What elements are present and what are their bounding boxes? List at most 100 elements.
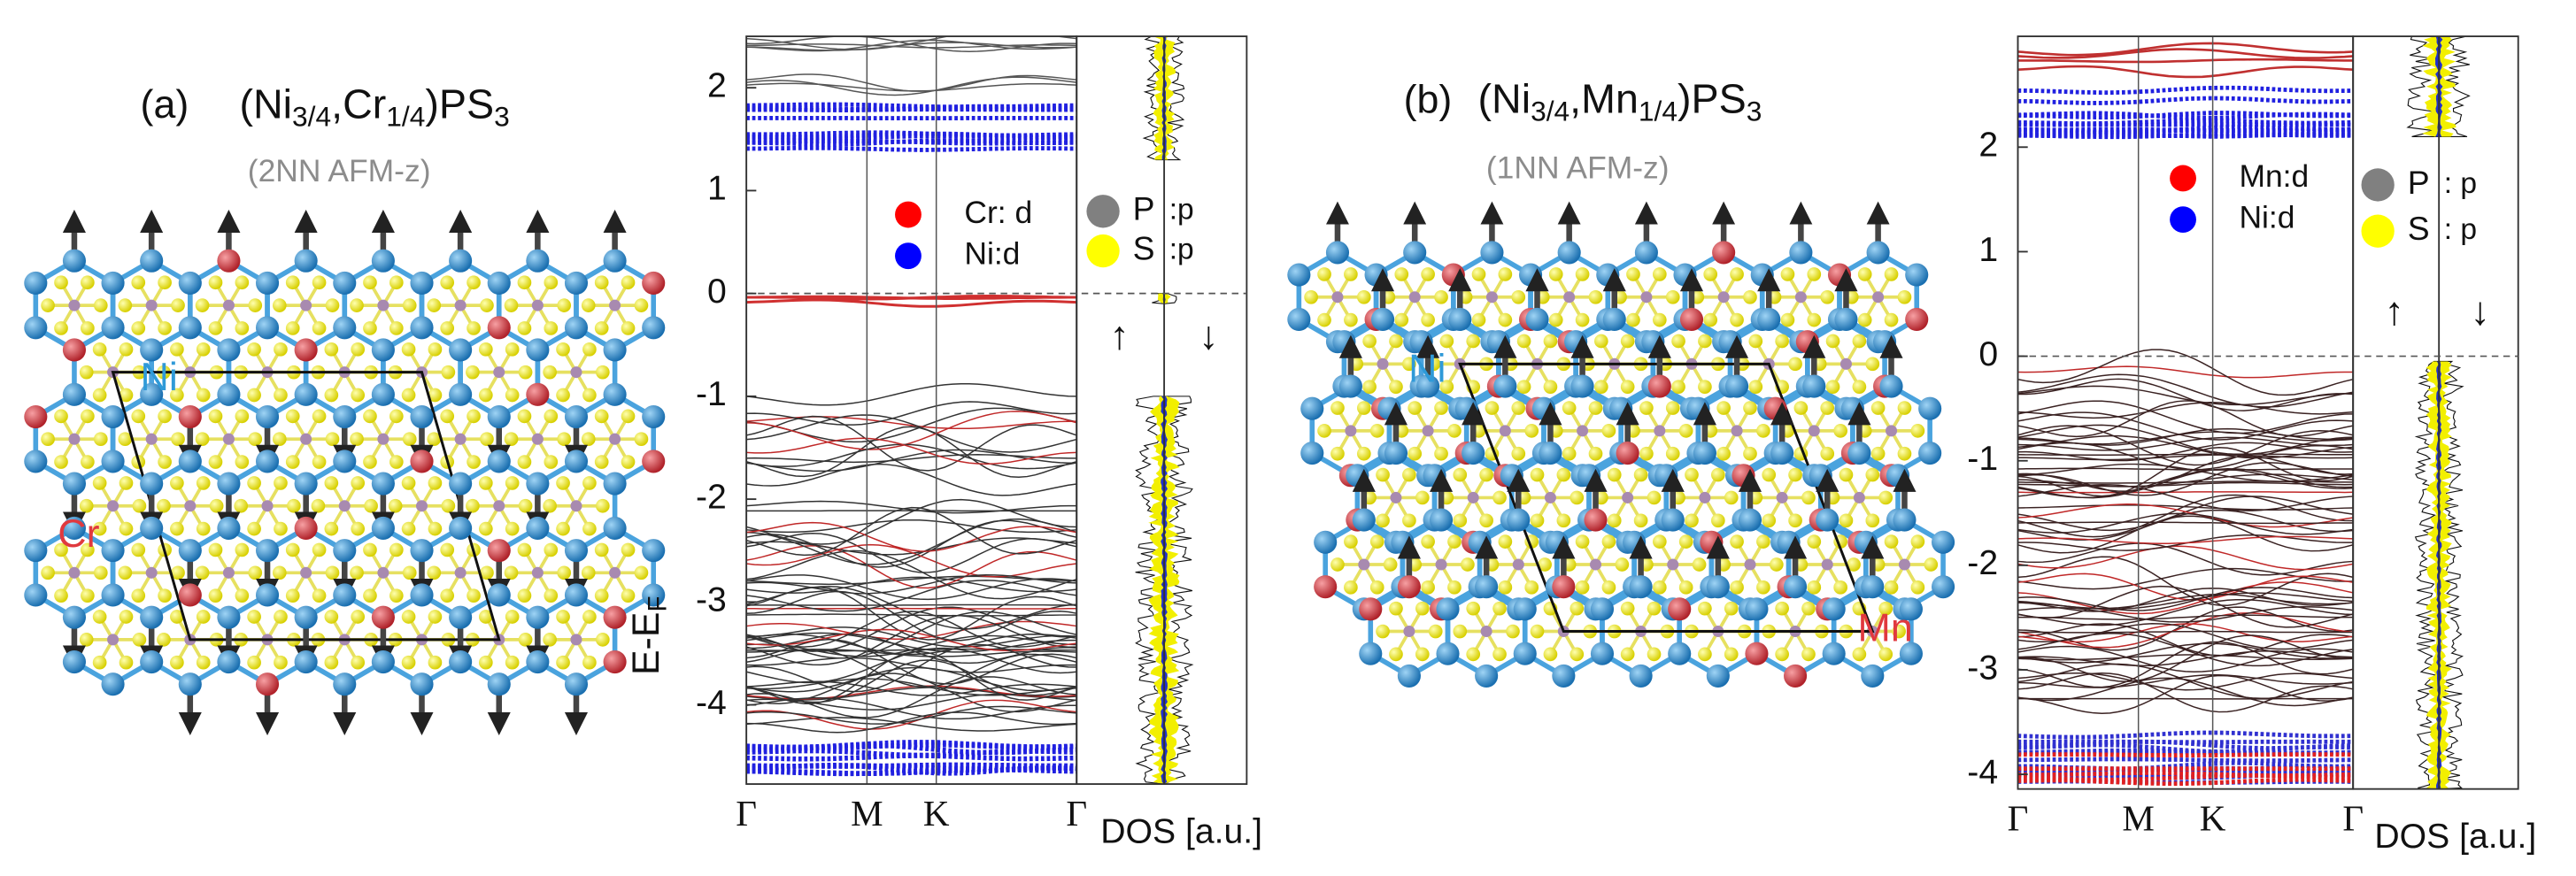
ni-atom (1416, 374, 1440, 398)
s-atom (1685, 467, 1699, 482)
p-atom (1408, 291, 1421, 304)
s-atom (119, 655, 134, 670)
s-atom (1548, 312, 1563, 327)
s-atom (582, 655, 597, 670)
tm-atom (62, 338, 86, 362)
s-atom (1524, 424, 1539, 438)
s-atom (170, 655, 184, 670)
dos-curve (1164, 396, 1180, 785)
p-atom (1544, 491, 1556, 503)
s-atom (1807, 534, 1822, 549)
ni-atom (62, 382, 86, 406)
s-atom (1724, 647, 1739, 662)
s-atom (581, 565, 596, 580)
s-atom (1428, 624, 1443, 639)
p-atom (493, 366, 505, 379)
tm-atom (294, 516, 318, 541)
band-line (2017, 542, 2354, 576)
dos-curve (2422, 36, 2440, 137)
band-line (2017, 127, 2354, 134)
s-atom (1506, 624, 1520, 639)
band-line (2017, 365, 2354, 379)
band-line (2017, 777, 2354, 787)
p-atom (1898, 558, 1910, 571)
p-atom (68, 433, 81, 445)
s-atom (1575, 534, 1590, 549)
ni-atom (1475, 575, 1499, 599)
s-atom (170, 610, 184, 624)
band-line (746, 575, 1077, 586)
s-atom (1530, 467, 1545, 482)
s-atom (1825, 334, 1840, 349)
s-atom (1538, 557, 1552, 572)
s-atom (621, 409, 636, 424)
s-atom (1870, 401, 1886, 415)
s-atom (1743, 289, 1757, 304)
s-atom (478, 610, 493, 624)
band-line (746, 649, 1077, 657)
s-atom (517, 321, 532, 335)
band-line (2017, 545, 2354, 571)
s-atom (478, 655, 493, 670)
s-atom (1762, 513, 1777, 528)
s-atom (505, 655, 520, 670)
ni-atom (1436, 597, 1460, 621)
s-atom (621, 275, 636, 290)
p-atom (184, 500, 197, 512)
s-atom (131, 275, 146, 290)
ni-atom (62, 472, 86, 496)
tm-atom (178, 404, 202, 429)
atom-label: Mn (1858, 605, 1913, 649)
band-line (746, 36, 1077, 50)
dos-curve (2406, 36, 2440, 138)
legend-marker (2361, 214, 2395, 248)
legend-marker (2170, 206, 2196, 234)
ni-atom (333, 271, 357, 295)
band-line (2017, 567, 2354, 590)
band-line (2017, 436, 2354, 451)
ni-atom (371, 338, 395, 362)
band-line (746, 549, 1077, 600)
s-atom (1639, 446, 1654, 461)
s-atom (1498, 580, 1513, 595)
y-axis-label-sub: F (643, 596, 672, 611)
band-line (746, 603, 1077, 606)
s-atom (556, 388, 570, 403)
band-line (2017, 442, 2354, 462)
p-atom (1577, 425, 1589, 437)
s-atom (272, 565, 287, 580)
s-atom (158, 275, 172, 290)
s-atom (582, 476, 597, 490)
k-point-label: Γ (1066, 793, 1087, 834)
s-atom (1897, 446, 1912, 461)
ni-atom (1300, 396, 1324, 420)
ni-atom (1834, 307, 1858, 332)
ni-atom (24, 583, 48, 607)
s-atom (196, 521, 211, 536)
ni-atom (1770, 442, 1794, 465)
legend-label: Mn:d (2239, 158, 2309, 194)
s-atom (119, 610, 134, 624)
band-line (2017, 633, 2354, 667)
s-atom (1884, 534, 1899, 549)
band-line (746, 573, 1077, 595)
s-atom (1543, 647, 1558, 662)
ni-atom (1816, 508, 1839, 532)
band-line (746, 748, 1077, 758)
s-atom (1780, 267, 1795, 281)
s-atom (1620, 647, 1635, 662)
band-line (2017, 130, 2354, 139)
ni-atom (564, 583, 589, 607)
band-line (746, 145, 1077, 152)
s-atom (1703, 312, 1718, 327)
band-line (746, 590, 1077, 642)
ni-atom (1480, 241, 1504, 265)
s-atom (208, 455, 223, 469)
legend-orbital: :p (1169, 194, 1194, 227)
ni-atom (1706, 664, 1730, 688)
band-line (746, 657, 1077, 673)
s-atom (595, 633, 610, 647)
s-atom (556, 610, 570, 624)
s-atom (504, 298, 519, 312)
dos-curve (1164, 36, 1176, 160)
